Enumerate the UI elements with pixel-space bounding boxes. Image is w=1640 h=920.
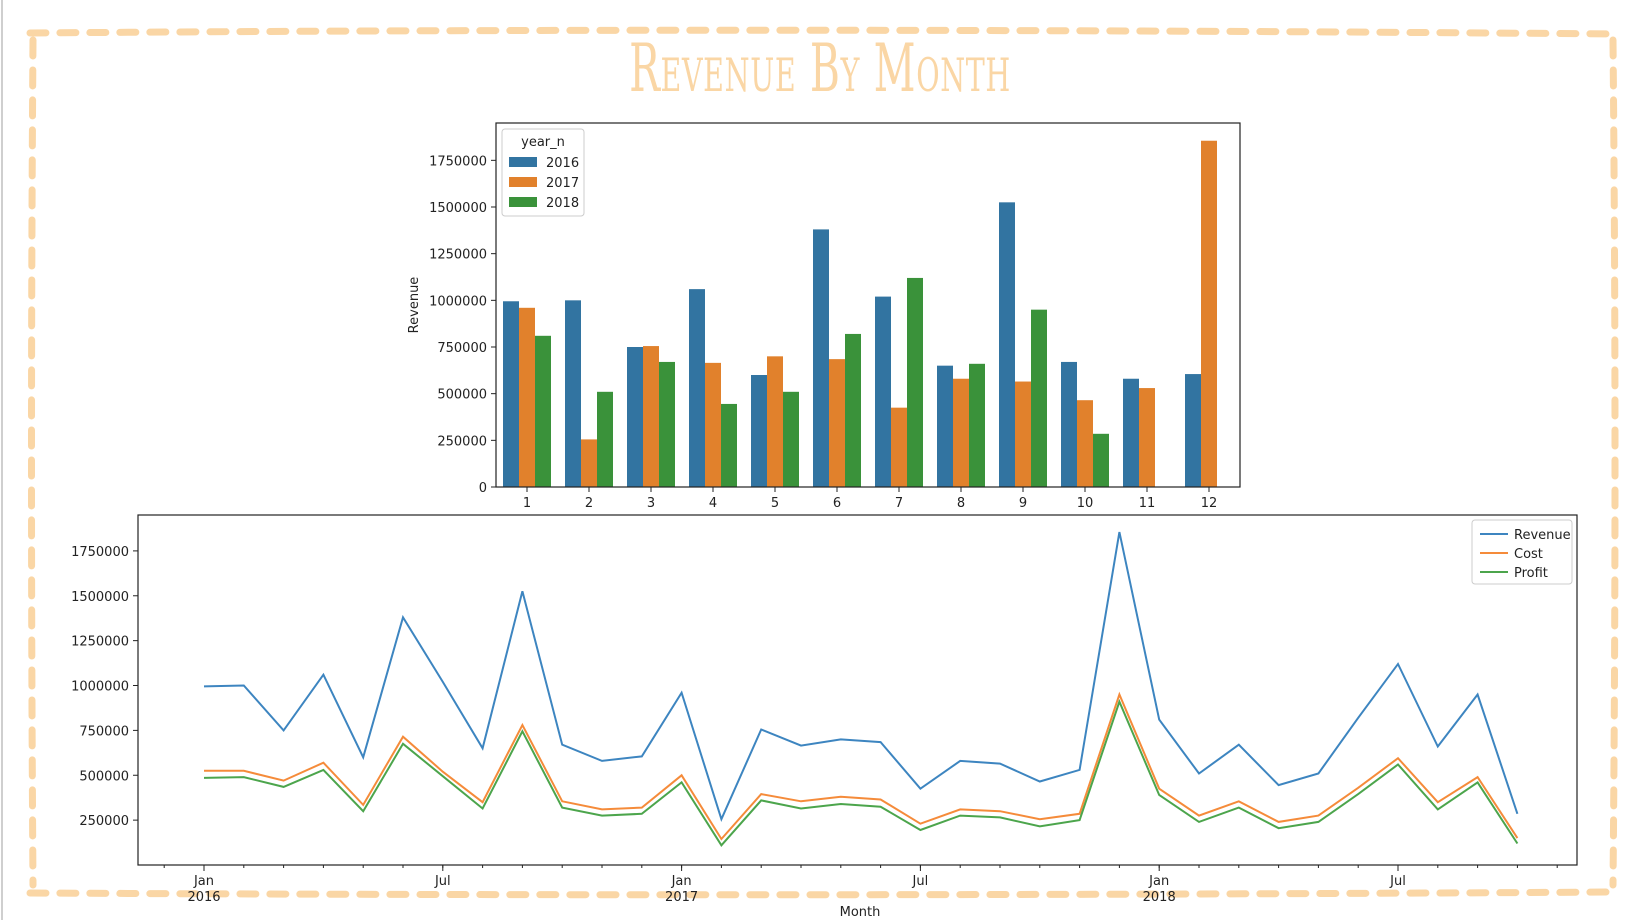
- bar-legend-label-2018: 2018: [546, 196, 579, 211]
- x-tick-month-label: Jul: [912, 874, 929, 889]
- bar-2017-1: [519, 307, 535, 487]
- bar-2016-3: [627, 347, 643, 487]
- x-tick-label: 1: [523, 496, 531, 511]
- bar-2017-9: [1015, 381, 1031, 487]
- frame-right-edge: [1609, 36, 1619, 889]
- bar-2016-9: [999, 202, 1015, 488]
- bar-2016-10: [1061, 361, 1077, 487]
- y-tick-label: 250000: [79, 814, 129, 829]
- bar-legend-swatch-2018: [509, 197, 537, 207]
- y-tick-label: 1000000: [71, 680, 129, 695]
- x-tick-year-label: 2017: [665, 890, 698, 905]
- frame-top-edge: [26, 26, 1619, 38]
- bar-2017-5: [767, 356, 783, 487]
- x-tick-label: 5: [771, 496, 779, 511]
- x-tick-label: 8: [957, 496, 965, 511]
- x-tick-label: 10: [1077, 496, 1094, 511]
- x-tick-year-label: 2018: [1143, 890, 1176, 905]
- bar-legend-box: [501, 128, 585, 217]
- bar-2016-2: [565, 300, 581, 487]
- bar-2017-10: [1077, 400, 1093, 487]
- frame-left-edge: [28, 36, 37, 889]
- bar-2016-7: [875, 296, 891, 487]
- bar-2017-11: [1139, 388, 1155, 487]
- x-tick-year-label: 2016: [187, 890, 220, 905]
- bar-2018-6: [845, 333, 861, 487]
- y-tick-label: 500000: [79, 769, 129, 784]
- bar-2017-6: [829, 359, 845, 487]
- x-tick-month-label: Jan: [193, 874, 214, 889]
- x-tick-month-label: Jan: [1148, 874, 1169, 889]
- bar-2018-3: [659, 361, 675, 487]
- x-tick-label: 9: [1019, 496, 1027, 511]
- bar-legend-label-2017: 2017: [546, 176, 579, 191]
- y-tick-label: 1750000: [71, 545, 129, 560]
- line-legend-box: [1471, 519, 1573, 585]
- bar-2018-2: [597, 391, 613, 487]
- y-tick-label: 1250000: [71, 635, 129, 650]
- bar-2018-4: [721, 403, 737, 487]
- bar-2017-7: [891, 407, 907, 487]
- line-legend-label-revenue: Revenue: [1514, 528, 1571, 543]
- series-line-cost: [204, 691, 1519, 841]
- bar-2017-8: [953, 378, 969, 487]
- page-title: Revenue By Month: [629, 30, 1011, 107]
- y-tick-label: 750000: [437, 341, 487, 356]
- bar-2018-5: [783, 391, 799, 487]
- x-tick-label: 12: [1201, 496, 1218, 511]
- bar-2017-2: [581, 439, 597, 487]
- bar-legend-swatch-2016: [509, 157, 537, 167]
- bar-2016-12: [1185, 374, 1201, 487]
- bar-2016-1: [503, 301, 519, 487]
- x-tick-month-label: Jul: [1389, 874, 1406, 889]
- x-tick-label: 2: [585, 496, 593, 511]
- bar-2016-5: [751, 375, 767, 487]
- y-tick-label: 1500000: [71, 590, 129, 605]
- y-tick-label: 1250000: [429, 248, 487, 263]
- series-line-profit: [203, 698, 1519, 847]
- frame-bottom-edge: [26, 888, 1619, 899]
- bar-2016-6: [813, 229, 829, 487]
- y-tick-label: 1000000: [429, 294, 487, 309]
- bar-2016-8: [937, 365, 953, 487]
- bar-plot-frame: [495, 122, 1241, 488]
- y-tick-label: 750000: [79, 724, 129, 739]
- y-tick-label: 1750000: [429, 154, 487, 169]
- y-tick-label: 250000: [437, 434, 487, 449]
- bar-legend-swatch-2017: [509, 177, 537, 187]
- bar-2018-10: [1093, 433, 1109, 487]
- x-tick-label: 4: [709, 496, 717, 511]
- x-tick-label: 3: [647, 496, 655, 511]
- bar-2018-9: [1031, 309, 1047, 487]
- bar-2018-1: [535, 335, 551, 487]
- x-axis-label: Month: [840, 905, 881, 920]
- line-legend-label-cost: Cost: [1514, 547, 1543, 562]
- y-tick-label: 1500000: [429, 201, 487, 216]
- bar-legend-label-2016: 2016: [546, 156, 579, 171]
- x-tick-label: 7: [895, 496, 903, 511]
- x-tick-label: 11: [1139, 496, 1156, 511]
- y-axis-label: Revenue: [407, 277, 422, 334]
- bar-2017-12: [1201, 140, 1217, 487]
- series-line-revenue: [203, 531, 1519, 823]
- x-tick-label: 6: [833, 496, 841, 511]
- bar-2018-8: [969, 363, 985, 487]
- x-tick-month-label: Jul: [434, 874, 451, 889]
- bar-2017-3: [643, 346, 659, 487]
- bar-2016-4: [689, 289, 705, 487]
- bar-2017-4: [705, 362, 721, 487]
- y-tick-label: 500000: [437, 388, 487, 403]
- page-left-border: [1, 0, 3, 920]
- bar-2018-7: [907, 277, 923, 487]
- line-legend-label-profit: Profit: [1514, 566, 1548, 581]
- bar-2016-11: [1123, 378, 1139, 487]
- y-tick-label: 0: [479, 481, 487, 496]
- line-plot-frame: [137, 514, 1578, 866]
- x-tick-month-label: Jan: [671, 874, 692, 889]
- bar-legend-title: year_n: [521, 135, 565, 150]
